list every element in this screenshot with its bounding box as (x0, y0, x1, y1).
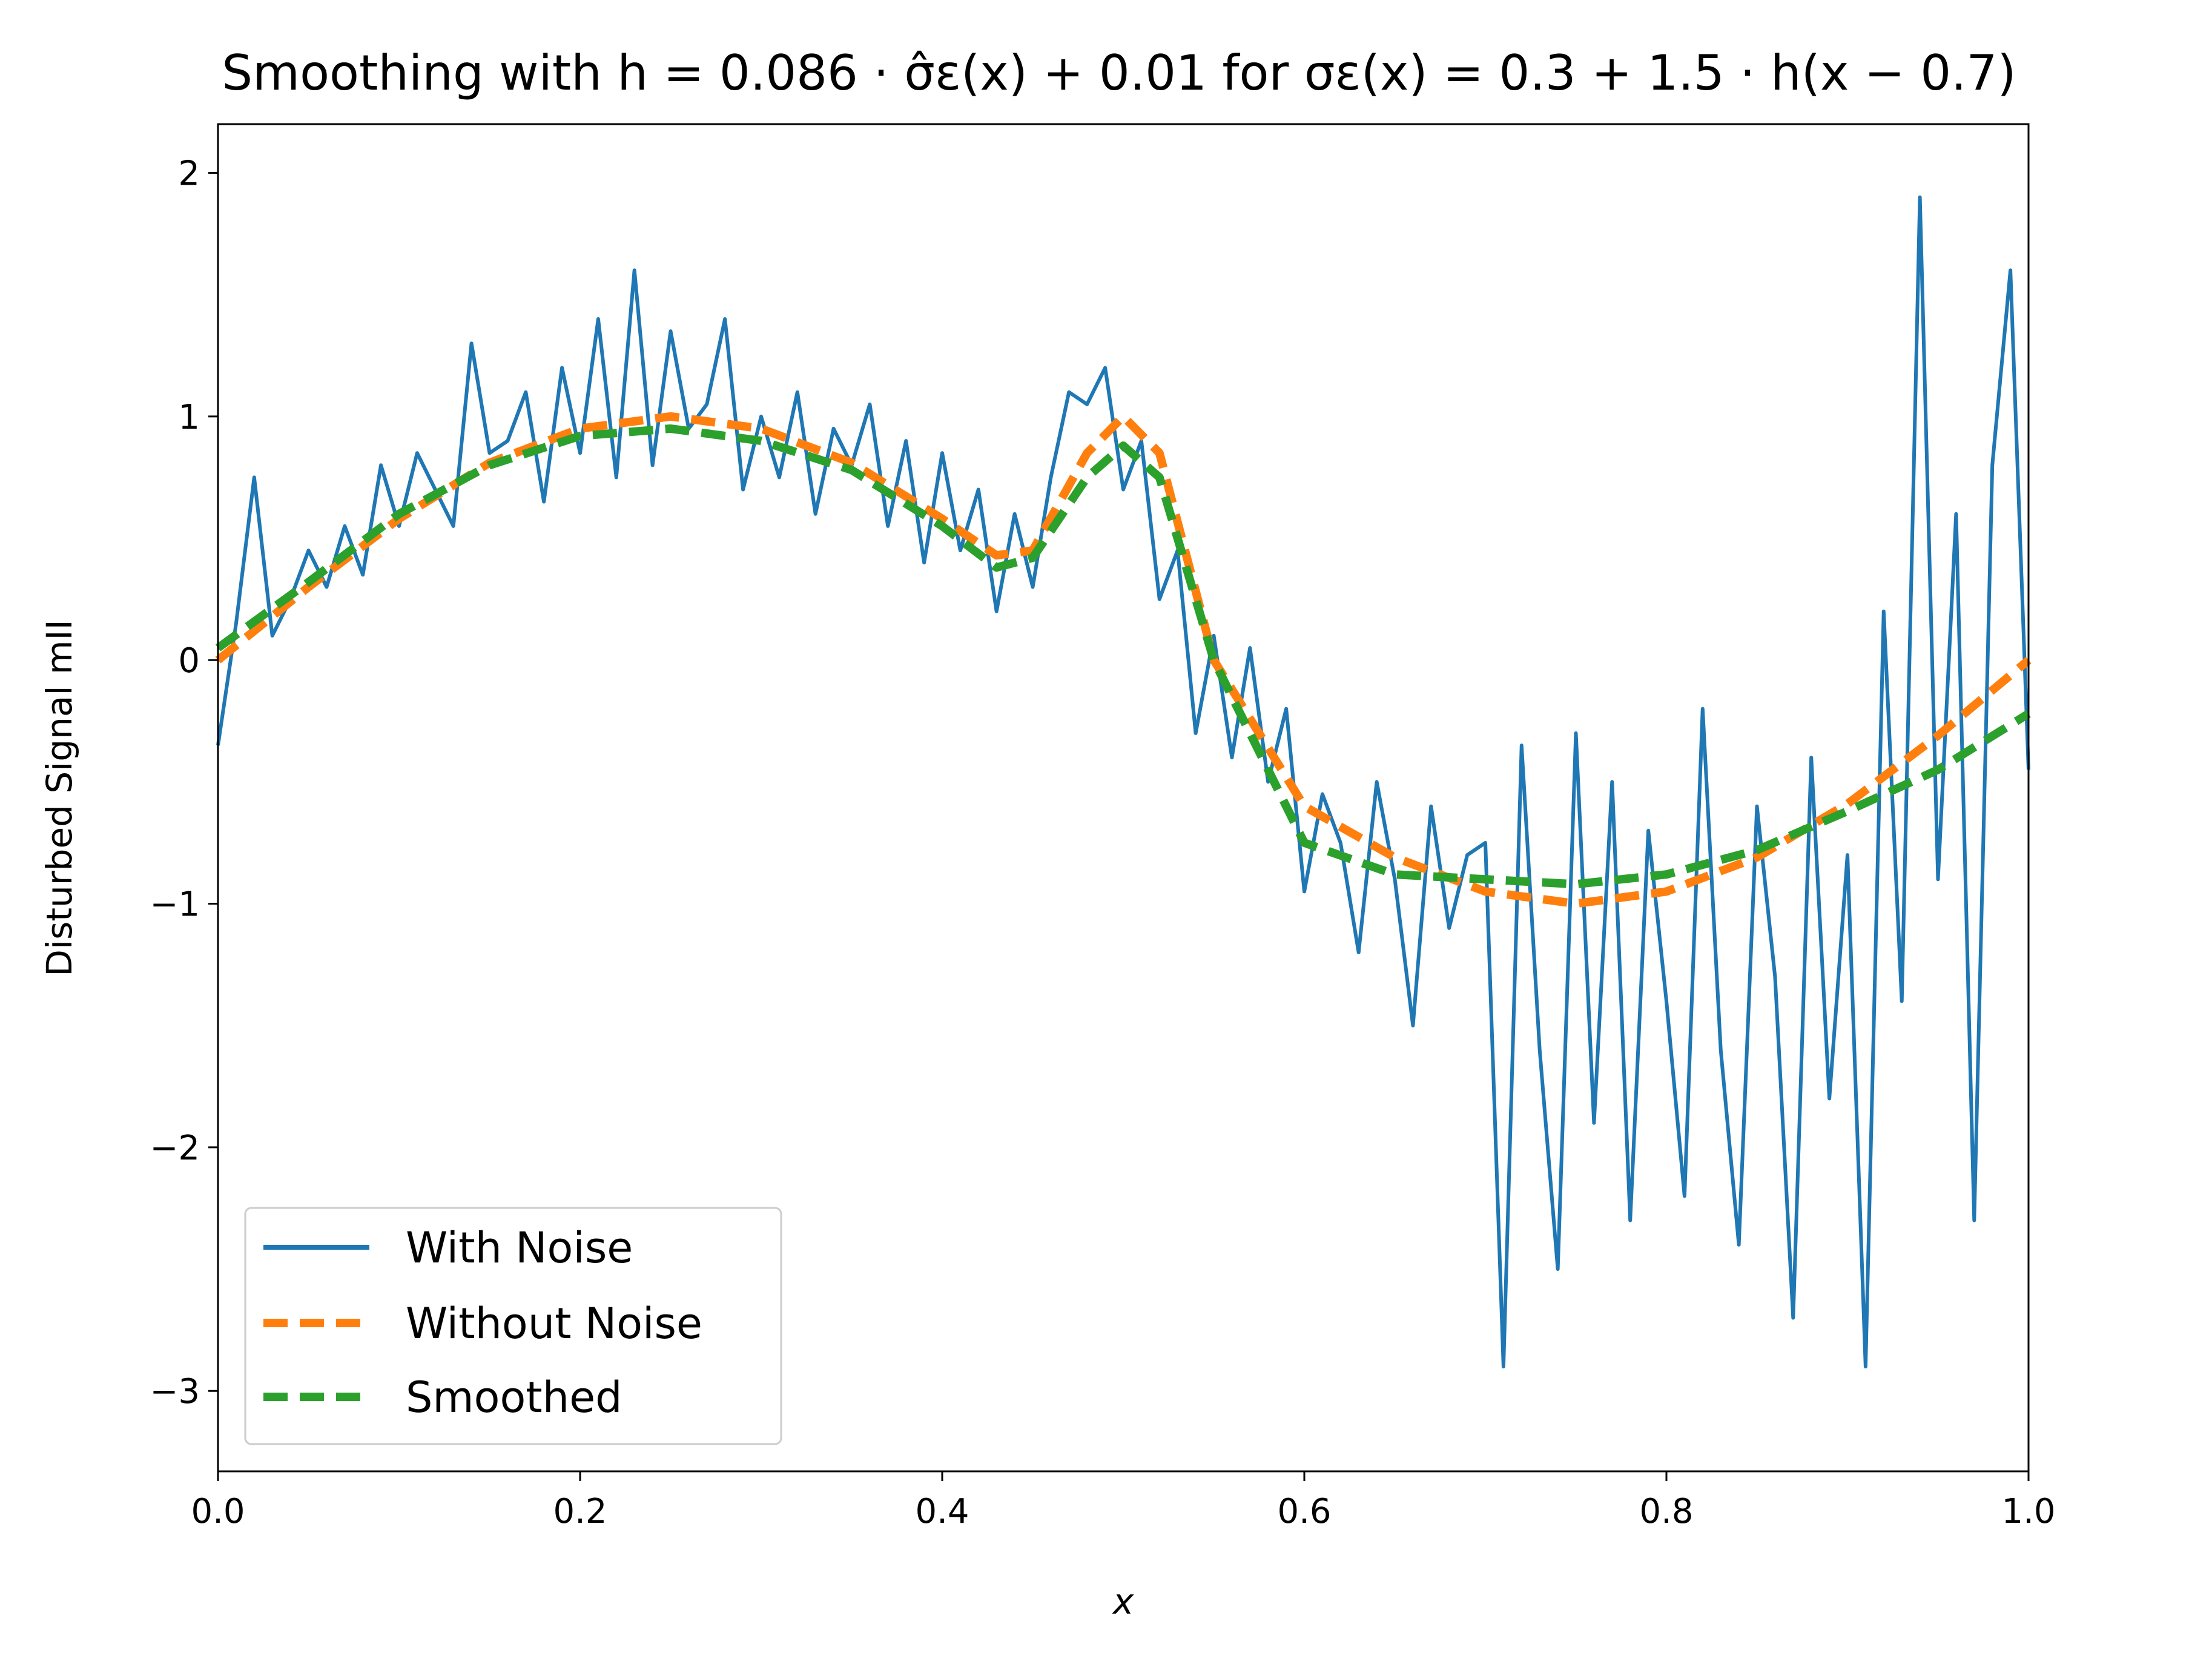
legend-label-with-noise: With Noise (406, 1223, 633, 1273)
x-tick-label: 0.4 (915, 1492, 969, 1531)
x-tick-label: 0.2 (553, 1492, 607, 1531)
y-tick-label: 0 (178, 641, 200, 681)
series-line-with-noise (216, 195, 2030, 1368)
y-tick-label: 2 (178, 154, 200, 193)
legend-box (244, 1207, 782, 1445)
plot-frame (217, 123, 2030, 1473)
y-tick-label: 1 (178, 398, 200, 437)
x-tick-label: 1.0 (2001, 1492, 2055, 1531)
y-tick-label: −3 (150, 1372, 200, 1411)
y-tick-label: −2 (150, 1129, 200, 1168)
y-tick-label: −1 (150, 885, 200, 925)
series-line-smoothed (215, 424, 2031, 889)
y-axis-label: Disturbed Signal mII (39, 619, 80, 976)
x-tick-label: 0.6 (1277, 1492, 1331, 1531)
x-tick-label: 0.0 (191, 1492, 245, 1531)
ticks-layer: 0.0 0.2 0.4 0.6 0.8 1.0 −3 −2 −1 0 1 2 (150, 154, 2055, 1531)
series-layer (215, 195, 2032, 1368)
legend-label-smoothed: Smoothed (406, 1373, 622, 1422)
chart-title: Smoothing with h = 0.086 · σ̂ε(x) + 0.01… (222, 45, 2016, 101)
series-line-without-noise (215, 412, 2032, 908)
x-tick-label: 0.8 (1639, 1492, 1693, 1531)
legend-label-without-noise: Without Noise (406, 1299, 702, 1348)
x-axis-label: x (1112, 1581, 1134, 1622)
legend: With Noise Without Noise Smoothed (244, 1207, 782, 1445)
